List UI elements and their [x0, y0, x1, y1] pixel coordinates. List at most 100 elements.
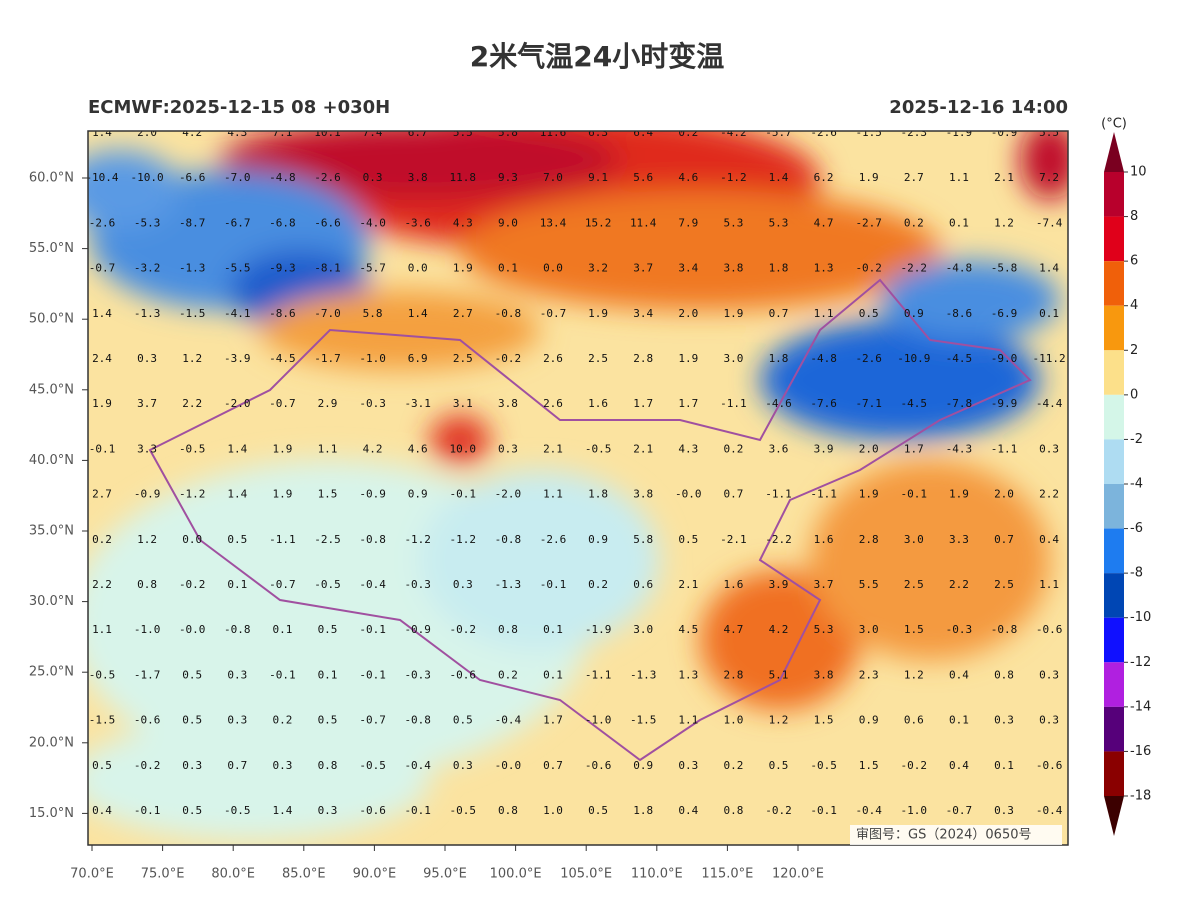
grid-value: 0.7 [723, 488, 743, 501]
colorbar-segment [1104, 394, 1124, 440]
grid-value: -8.1 [314, 262, 341, 275]
colorbar-segment [1104, 216, 1124, 262]
grid-value: 0.8 [318, 759, 338, 772]
grid-value: 3.7 [137, 397, 157, 410]
grid-value: 3.4 [633, 307, 653, 320]
grid-value: 0.0 [182, 533, 202, 546]
grid-value: 0.3 [678, 759, 698, 772]
grid-value: 1.4 [1039, 262, 1059, 275]
grid-value: 2.9 [318, 397, 338, 410]
grid-value: 1.8 [769, 262, 789, 275]
grid-value: 0.2 [723, 442, 743, 455]
grid-value: 4.2 [769, 623, 789, 636]
grid-value: 1.2 [769, 714, 789, 727]
grid-value: -0.1 [404, 804, 431, 817]
grid-value: 2.7 [92, 488, 112, 501]
colorbar-segment [1104, 662, 1124, 707]
grid-value: -2.6 [540, 533, 567, 546]
grid-value: -0.2 [495, 352, 522, 365]
grid-value: 9.1 [588, 171, 608, 184]
grid-value: 0.7 [769, 307, 789, 320]
grid-value: -1.1 [765, 488, 792, 501]
grid-value: 1.8 [633, 804, 653, 817]
grid-value: -9.0 [991, 352, 1018, 365]
grid-value: 2.5 [994, 578, 1014, 591]
grid-value: 6.4 [633, 126, 653, 139]
grid-value: -0.9 [404, 623, 431, 636]
grid-value: 2.2 [949, 578, 969, 591]
grid-value: -8.6 [269, 307, 296, 320]
grid-value: -0.3 [404, 578, 431, 591]
grid-value: -4.6 [765, 397, 792, 410]
grid-value: 3.0 [904, 533, 924, 546]
colorbar-segment [1104, 172, 1124, 217]
grid-value: 0.2 [498, 668, 518, 681]
grid-value: -0.5 [224, 804, 251, 817]
grid-value: 2.0 [994, 488, 1014, 501]
grid-value: 1.3 [814, 262, 834, 275]
grid-value: 0.1 [318, 668, 338, 681]
grid-value: -4.5 [269, 352, 296, 365]
grid-value: -0.2 [901, 759, 928, 772]
grid-value: 1.3 [678, 668, 698, 681]
grid-value: 0.9 [408, 488, 428, 501]
grid-value: 5.5 [453, 126, 473, 139]
grid-value: -4.1 [224, 307, 251, 320]
grid-value: 0.5 [182, 714, 202, 727]
grid-value: 11.8 [450, 171, 477, 184]
approval-box [850, 825, 1062, 845]
grid-value: 6.2 [814, 171, 834, 184]
grid-value: -0.1 [810, 804, 837, 817]
grid-value: -0.2 [765, 804, 792, 817]
lon-label: 100.0°E [490, 867, 542, 882]
grid-value: -1.1 [585, 668, 612, 681]
grid-value: -0.1 [269, 668, 296, 681]
grid-value: 0.5 [318, 714, 338, 727]
colorbar-cap [1104, 132, 1124, 172]
approval-number: 审图号：GS（2024）0650号 [856, 828, 1032, 843]
grid-value: -4.5 [901, 397, 928, 410]
grid-value: -1.1 [720, 397, 747, 410]
grid-value: 0.9 [904, 307, 924, 320]
grid-value: -7.1 [855, 397, 882, 410]
grid-value: 3.8 [498, 397, 518, 410]
grid-value: -0.5 [810, 759, 837, 772]
grid-value: -0.5 [585, 442, 612, 455]
grid-value: 3.8 [633, 488, 653, 501]
title: 2米气温24小时变温 [470, 40, 724, 73]
grid-value: 0.3 [453, 759, 473, 772]
grid-value: 2.2 [92, 578, 112, 591]
grid-value: -0.2 [855, 262, 882, 275]
grid-value: 0.3 [227, 668, 247, 681]
grid-value: -0.5 [179, 442, 206, 455]
grid-value: -3.9 [224, 352, 251, 365]
lon-label: 115.0°E [701, 867, 753, 882]
grid-value: 2.8 [633, 352, 653, 365]
grid-value: -1.3 [495, 578, 522, 591]
grid-value: -0.4 [359, 578, 386, 591]
grid-value: 1.1 [814, 307, 834, 320]
grid-value: 2.2 [1039, 488, 1059, 501]
grid-value: -7.0 [314, 307, 341, 320]
grid-value: 0.8 [723, 804, 743, 817]
grid-value: 2.3 [859, 668, 879, 681]
grid-value: 0.7 [994, 533, 1014, 546]
grid-value: 2.6 [543, 352, 563, 365]
grid-value: -0.4 [495, 714, 522, 727]
colorbar-segment [1104, 439, 1124, 484]
grid-value: -6.7 [224, 216, 251, 229]
grid-value: 1.2 [137, 533, 157, 546]
grid-value: 0.4 [1039, 533, 1059, 546]
grid-value: 0.5 [227, 533, 247, 546]
grid-value: -1.2 [179, 488, 206, 501]
lat-label: 30.0°N [29, 594, 74, 609]
grid-value: 1.7 [543, 714, 563, 727]
grid-value: -6.6 [314, 216, 341, 229]
grid-value: -2.6 [810, 126, 837, 139]
colorbar-label: 8 [1130, 209, 1138, 224]
grid-value: 1.9 [859, 488, 879, 501]
colorbar-label: -12 [1130, 655, 1151, 670]
grid-value: 10.1 [314, 126, 341, 139]
grid-value: -1.0 [585, 714, 612, 727]
grid-value: 2.7 [904, 171, 924, 184]
